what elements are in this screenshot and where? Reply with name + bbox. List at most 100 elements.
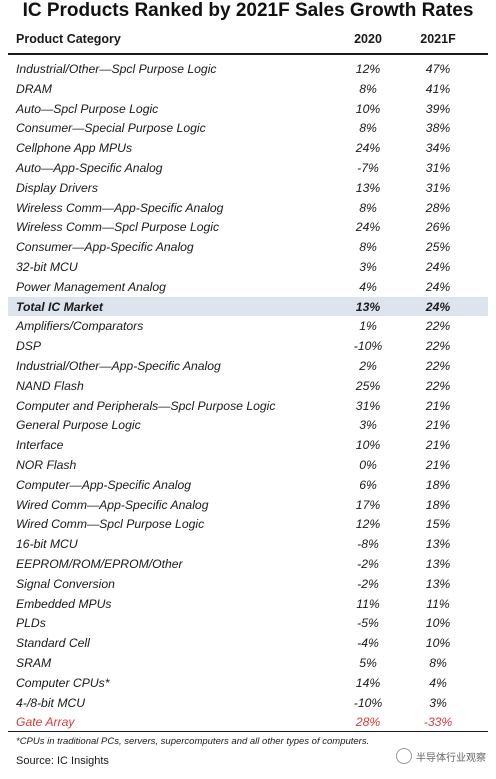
table-row: Wireless Comm—App-Specific Analog 8% 28% <box>8 198 488 218</box>
row-2021f-value: 21% <box>425 438 451 453</box>
row-2020-value: 10% <box>355 438 381 453</box>
table-row: Computer and Peripherals—Spcl Purpose Lo… <box>8 396 488 416</box>
row-2021f-value: 24% <box>425 279 451 294</box>
row-2020-value: 8% <box>359 200 377 215</box>
table-body: Industrial/Other—Spcl Purpose Logic 12% 47… <box>8 59 488 732</box>
row-2021f-value: 24% <box>425 299 451 314</box>
row-2021f-value: 24% <box>425 259 451 274</box>
row-2020-value: 17% <box>355 497 381 512</box>
row-2020-value: 6% <box>359 477 377 492</box>
row-category: Auto—Spcl Purpose Logic <box>16 101 159 116</box>
row-2020-value: 8% <box>359 240 377 255</box>
row-2021f-value: 18% <box>425 477 451 492</box>
row-2021f-value: 21% <box>425 398 451 413</box>
row-2021f-value: 18% <box>425 497 451 512</box>
row-category: Display Drivers <box>16 180 98 195</box>
row-2021f-value: 21% <box>425 457 451 472</box>
row-category: Industrial/Other—Spcl Purpose Logic <box>16 62 217 76</box>
row-2021f-value: 28% <box>425 200 451 215</box>
row-2021f-value: 26% <box>425 220 451 235</box>
row-2021f-value: 4% <box>429 675 447 690</box>
table-row: Consumer—App-Specific Analog 8% 25% <box>8 237 488 257</box>
row-category: DSP <box>16 339 42 354</box>
row-2021f-value: 13% <box>425 556 451 571</box>
table-row: PLDs -5% 10% <box>8 613 488 633</box>
row-2021f-value: 22% <box>425 358 451 373</box>
row-2020-value: 12% <box>355 517 381 532</box>
row-2021f-value: 25% <box>425 240 451 255</box>
row-category: Computer CPUs* <box>16 675 110 690</box>
wechat-icon <box>396 748 412 764</box>
table-row: EEPROM/ROM/EPROM/Other -2% 13% <box>8 554 488 574</box>
table-row: 4-/8-bit MCU -10% 3% <box>8 693 488 713</box>
header-divider <box>8 53 488 55</box>
table-row: General Purpose Logic 3% 21% <box>8 415 488 435</box>
row-2021f-value: 10% <box>425 616 451 631</box>
row-2020-value: -10% <box>353 339 383 354</box>
row-2021f-value: 15% <box>425 517 451 532</box>
row-2021f-value: 22% <box>425 339 451 354</box>
row-category: 4-/8-bit MCU <box>16 695 86 710</box>
table-row: Gate Array 28% -33% <box>8 712 488 732</box>
row-2020-value: 4% <box>359 279 377 294</box>
row-2020-value: -2% <box>357 576 379 591</box>
row-2020-value: 25% <box>355 378 381 393</box>
table-row: Display Drivers 13% 31% <box>8 178 488 198</box>
row-2020-value: 8% <box>359 81 377 96</box>
row-category: PLDs <box>16 616 46 631</box>
row-category: EEPROM/ROM/EPROM/Other <box>16 556 183 571</box>
row-2020-value: 3% <box>359 418 377 433</box>
row-2020-value: 31% <box>355 398 381 413</box>
row-2021f-value: 13% <box>425 576 451 591</box>
table-row: DRAM 8% 41% <box>8 79 488 99</box>
row-2020-value: 5% <box>359 655 377 670</box>
table-title: IC Products Ranked by 2021F Sales Growth… <box>22 0 474 21</box>
row-2020-value: 10% <box>355 101 381 116</box>
row-2020-value: 1% <box>359 319 377 334</box>
row-2020-value: -10% <box>353 695 383 710</box>
row-2021f-value: 22% <box>425 319 451 334</box>
row-2020-value: -7% <box>357 160 379 175</box>
row-2021f-value: 31% <box>425 160 451 175</box>
table-row: Amplifiers/Comparators 1% 22% <box>8 316 488 336</box>
row-2021f-value: 13% <box>425 537 451 552</box>
row-category: Wired Comm—Spcl Purpose Logic <box>16 517 205 532</box>
row-2020-value: 28% <box>355 715 381 730</box>
table-row: Wireless Comm—Spcl Purpose Logic 24% 26% <box>8 217 488 237</box>
table-row: Computer—App-Specific Analog 6% 18% <box>8 475 488 495</box>
row-category: Auto—App-Specific Analog <box>16 160 163 175</box>
row-category: Consumer—App-Specific Analog <box>16 240 194 255</box>
table-row: Interface 10% 21% <box>8 435 488 455</box>
table-row: 16-bit MCU -8% 13% <box>8 534 488 554</box>
row-category: General Purpose Logic <box>16 418 141 433</box>
row-category: Standard Cell <box>16 636 90 651</box>
row-2020-value: 24% <box>355 141 381 156</box>
row-2021f-value: 21% <box>425 418 451 433</box>
table-header: Product Category 2020 2021F <box>8 25 496 53</box>
row-category: Total IC Market <box>16 299 103 314</box>
row-category: Industrial/Other—App-Specific Analog <box>16 358 221 373</box>
row-2021f-value: 8% <box>429 655 447 670</box>
table-row: DSP -10% 22% <box>8 336 488 356</box>
table-row: Auto—App-Specific Analog -7% 31% <box>8 158 488 178</box>
row-category: Gate Array <box>16 715 75 730</box>
row-2020-value: 12% <box>355 62 381 76</box>
table-row: 32-bit MCU 3% 24% <box>8 257 488 277</box>
watermark: 半导体行业观察 <box>396 748 486 764</box>
row-2020-value: 8% <box>359 121 377 136</box>
row-2020-value: 14% <box>355 675 381 690</box>
row-2020-value: 13% <box>355 299 381 314</box>
row-category: SRAM <box>16 655 52 670</box>
row-2021f-value: 3% <box>429 695 447 710</box>
row-category: Wireless Comm—App-Specific Analog <box>16 200 224 215</box>
row-2021f-value: 31% <box>425 180 451 195</box>
table-row: Cellphone App MPUs 24% 34% <box>8 138 488 158</box>
row-category: NOR Flash <box>16 457 77 472</box>
row-category: Embedded MPUs <box>16 596 112 611</box>
row-category: Power Management Analog <box>16 279 166 294</box>
table-row: Industrial/Other—Spcl Purpose Logic 12% 47… <box>8 59 488 79</box>
header-2020: 2020 <box>354 32 382 46</box>
table-row: Embedded MPUs 11% 11% <box>8 594 488 614</box>
table-row: NOR Flash 0% 21% <box>8 455 488 475</box>
row-category: 16-bit MCU <box>16 537 78 552</box>
